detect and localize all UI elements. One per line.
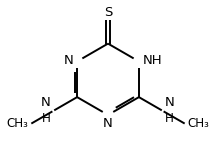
Text: N: N: [41, 96, 51, 109]
Text: S: S: [104, 6, 112, 19]
Text: N: N: [165, 96, 175, 109]
Text: N: N: [63, 54, 73, 67]
Text: N: N: [103, 117, 113, 130]
Text: NH: NH: [143, 54, 162, 67]
Text: H: H: [42, 112, 51, 125]
Text: H: H: [165, 112, 174, 125]
Text: CH₃: CH₃: [187, 117, 209, 130]
Text: CH₃: CH₃: [7, 117, 29, 130]
